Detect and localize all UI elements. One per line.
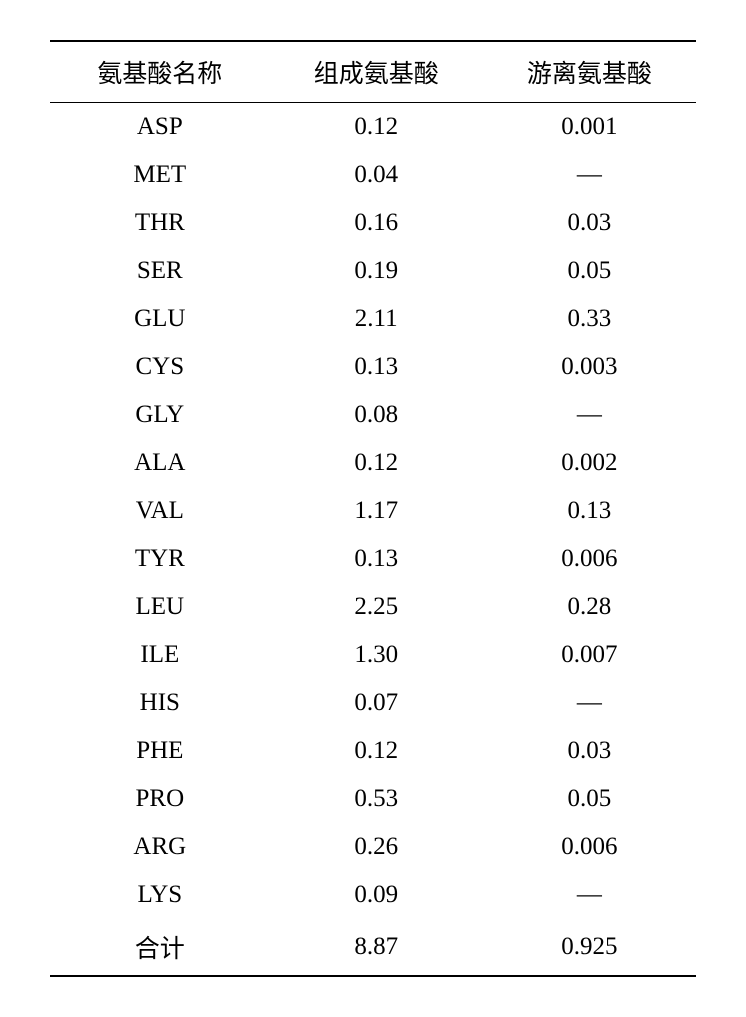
- cell-free: —: [483, 391, 696, 439]
- table-row: ARG 0.26 0.006: [50, 823, 696, 871]
- cell-composition: 0.09: [270, 871, 483, 919]
- cell-composition: 0.12: [270, 103, 483, 152]
- cell-name: ILE: [50, 631, 270, 679]
- cell-composition: 1.17: [270, 487, 483, 535]
- cell-composition: 0.08: [270, 391, 483, 439]
- cell-name: TYR: [50, 535, 270, 583]
- table-row: SER 0.19 0.05: [50, 247, 696, 295]
- cell-free: 0.006: [483, 535, 696, 583]
- cell-composition: 1.30: [270, 631, 483, 679]
- cell-free: 0.003: [483, 343, 696, 391]
- table-row: PHE 0.12 0.03: [50, 727, 696, 775]
- cell-name: GLY: [50, 391, 270, 439]
- cell-free: 0.13: [483, 487, 696, 535]
- cell-free: 0.925: [483, 919, 696, 976]
- table-row: THR 0.16 0.03: [50, 199, 696, 247]
- table-row: ALA 0.12 0.002: [50, 439, 696, 487]
- cell-name: ALA: [50, 439, 270, 487]
- cell-composition: 8.87: [270, 919, 483, 976]
- cell-name: THR: [50, 199, 270, 247]
- cell-composition: 2.11: [270, 295, 483, 343]
- cell-name: MET: [50, 151, 270, 199]
- table-row: TYR 0.13 0.006: [50, 535, 696, 583]
- cell-name: PRO: [50, 775, 270, 823]
- table-row: ASP 0.12 0.001: [50, 103, 696, 152]
- table-header-free: 游离氨基酸: [483, 41, 696, 103]
- cell-free: —: [483, 871, 696, 919]
- cell-free: 0.002: [483, 439, 696, 487]
- table-row: GLY 0.08 —: [50, 391, 696, 439]
- cell-free: 0.007: [483, 631, 696, 679]
- cell-composition: 0.53: [270, 775, 483, 823]
- cell-composition: 0.13: [270, 343, 483, 391]
- cell-name: 合计: [50, 919, 270, 976]
- table-row: MET 0.04 —: [50, 151, 696, 199]
- cell-free: —: [483, 151, 696, 199]
- amino-acid-table-container: 氨基酸名称 组成氨基酸 游离氨基酸 ASP 0.12 0.001 MET 0.0…: [0, 0, 746, 1017]
- cell-name: HIS: [50, 679, 270, 727]
- table-row: HIS 0.07 —: [50, 679, 696, 727]
- cell-composition: 2.25: [270, 583, 483, 631]
- cell-composition: 0.26: [270, 823, 483, 871]
- table-row: CYS 0.13 0.003: [50, 343, 696, 391]
- cell-name: CYS: [50, 343, 270, 391]
- table-row: GLU 2.11 0.33: [50, 295, 696, 343]
- cell-free: 0.03: [483, 727, 696, 775]
- table-body: ASP 0.12 0.001 MET 0.04 — THR 0.16 0.03 …: [50, 103, 696, 977]
- cell-composition: 0.16: [270, 199, 483, 247]
- cell-composition: 0.13: [270, 535, 483, 583]
- cell-free: 0.001: [483, 103, 696, 152]
- cell-free: 0.006: [483, 823, 696, 871]
- table-row: LYS 0.09 —: [50, 871, 696, 919]
- cell-composition: 0.19: [270, 247, 483, 295]
- cell-name: ASP: [50, 103, 270, 152]
- table-header-name: 氨基酸名称: [50, 41, 270, 103]
- cell-free: —: [483, 679, 696, 727]
- cell-name: LEU: [50, 583, 270, 631]
- cell-name: GLU: [50, 295, 270, 343]
- cell-free: 0.05: [483, 247, 696, 295]
- cell-name: SER: [50, 247, 270, 295]
- cell-free: 0.33: [483, 295, 696, 343]
- cell-name: VAL: [50, 487, 270, 535]
- cell-composition: 0.07: [270, 679, 483, 727]
- cell-name: PHE: [50, 727, 270, 775]
- table-row-total: 合计 8.87 0.925: [50, 919, 696, 976]
- table-row: PRO 0.53 0.05: [50, 775, 696, 823]
- cell-free: 0.05: [483, 775, 696, 823]
- cell-free: 0.03: [483, 199, 696, 247]
- cell-composition: 0.12: [270, 439, 483, 487]
- cell-name: LYS: [50, 871, 270, 919]
- cell-free: 0.28: [483, 583, 696, 631]
- table-row: VAL 1.17 0.13: [50, 487, 696, 535]
- table-header-composition: 组成氨基酸: [270, 41, 483, 103]
- table-header-row: 氨基酸名称 组成氨基酸 游离氨基酸: [50, 41, 696, 103]
- cell-composition: 0.12: [270, 727, 483, 775]
- table-row: ILE 1.30 0.007: [50, 631, 696, 679]
- amino-acid-table: 氨基酸名称 组成氨基酸 游离氨基酸 ASP 0.12 0.001 MET 0.0…: [50, 40, 696, 977]
- table-row: LEU 2.25 0.28: [50, 583, 696, 631]
- cell-name: ARG: [50, 823, 270, 871]
- cell-composition: 0.04: [270, 151, 483, 199]
